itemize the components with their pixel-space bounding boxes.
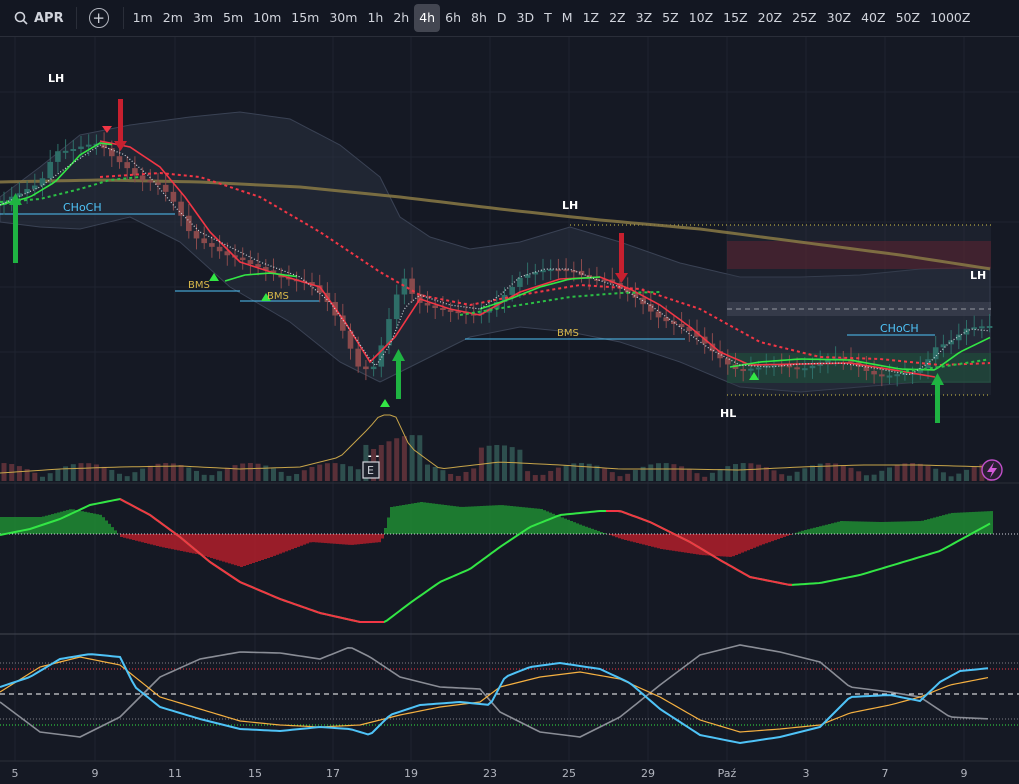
interval-1m[interactable]: 1m — [132, 10, 153, 25]
time-axis-label: 11 — [168, 767, 182, 780]
interval-5m[interactable]: 5m — [223, 10, 244, 25]
interval-6h[interactable]: 6h — [445, 10, 462, 25]
interval-2h[interactable]: 2h — [393, 10, 410, 25]
interval-15Z[interactable]: 15Z — [723, 10, 748, 25]
interval-20Z[interactable]: 20Z — [757, 10, 783, 25]
time-axis-label: 23 — [483, 767, 497, 780]
momentum-histogram — [0, 502, 993, 567]
buy-arrow-icon — [9, 193, 22, 263]
symbol-search[interactable]: APR — [0, 0, 72, 36]
price-chart[interactable]: LH LH LH HL LL CHoCH CHoCH BMS BMS BMS E… — [0, 37, 1019, 784]
time-axis-label: 19 — [404, 767, 418, 780]
lh-label: LH — [48, 72, 64, 85]
time-axis: 5 9 11 15 17 19 23 25 29 Paź 3 7 9 — [12, 767, 968, 780]
time-axis-label: 25 — [562, 767, 576, 780]
interval-30m[interactable]: 30m — [329, 10, 358, 25]
indicator-cyan-line — [0, 653, 989, 745]
lh-label: LH — [562, 199, 578, 212]
signal-arrows — [9, 99, 944, 423]
sell-arrow-icon — [615, 233, 628, 283]
lightning-icon[interactable] — [981, 459, 1003, 481]
range-zone-grey — [727, 302, 991, 316]
buy-arrow-icon — [392, 349, 405, 399]
top-toolbar: APR + 1m 2m 3m 5m 10m 15m 30m 1h 2h 4h 6h 8h D 3D T M 1Z… — [0, 0, 1019, 37]
time-axis-label: 5 — [12, 767, 19, 780]
interval-2m[interactable]: 2m — [162, 10, 183, 25]
green-ma — [0, 142, 991, 371]
lh-label: LH — [970, 269, 986, 282]
interval-1000Z[interactable]: 1000Z — [930, 10, 971, 25]
time-axis-label: 15 — [248, 767, 262, 780]
choch-label: CHoCH — [63, 201, 102, 214]
bms-label: BMS — [267, 291, 289, 302]
buy-triangle-icon — [380, 399, 390, 407]
red-ma — [99, 140, 936, 378]
buy-triangle-icon — [209, 273, 219, 281]
green-dashed-ma — [0, 176, 989, 373]
interval-15m[interactable]: 15m — [291, 10, 320, 25]
symbol-label: APR — [34, 10, 64, 26]
buy-triangle-icon — [261, 293, 271, 301]
indicator-grey-line — [0, 644, 989, 738]
hl-label: HL — [720, 407, 736, 420]
compare-add-icon[interactable]: + — [88, 8, 109, 28]
interval-40Z[interactable]: 40Z — [861, 10, 886, 25]
interval-30Z[interactable]: 30Z — [826, 10, 852, 25]
search-icon — [14, 11, 28, 25]
interval-D[interactable]: D — [496, 10, 507, 25]
time-axis-label: 9 — [92, 767, 99, 780]
bms-label: BMS — [188, 280, 210, 291]
supply-zone — [727, 241, 991, 269]
interval-10Z[interactable]: 10Z — [688, 10, 714, 25]
white-dotted-line — [0, 144, 989, 376]
time-axis-label: Paź — [718, 767, 737, 780]
sell-arrow-icon — [114, 99, 127, 151]
structure-lines — [0, 213, 935, 340]
volume-ma — [0, 414, 991, 474]
event-marker[interactable] — [362, 461, 380, 479]
bms-label: BMS — [557, 328, 579, 339]
time-axis-label: 9 — [961, 767, 968, 780]
interval-3D[interactable]: 3D — [516, 10, 535, 25]
buy-arrow-icon — [931, 373, 944, 423]
interval-3Z[interactable]: 3Z — [635, 10, 653, 25]
interval-10m[interactable]: 10m — [253, 10, 282, 25]
interval-1h[interactable]: 1h — [367, 10, 384, 25]
interval-50Z[interactable]: 50Z — [895, 10, 921, 25]
interval-1Z[interactable]: 1Z — [582, 10, 600, 25]
interval-25Z[interactable]: 25Z — [792, 10, 817, 25]
sell-triangle-icon — [102, 126, 112, 133]
toolbar-divider — [75, 7, 77, 29]
time-axis-label: 3 — [803, 767, 810, 780]
interval-2Z[interactable]: 2Z — [609, 10, 626, 25]
interval-bar: 1m 2m 3m 5m 10m 15m 30m 1h 2h 4h 6h 8h D 3D T M 1Z 2Z 3Z 5Z… — [128, 0, 976, 36]
interval-4h[interactable]: 4h — [414, 4, 441, 32]
red-dashed-ma — [99, 171, 991, 367]
momentum-line-down — [119, 498, 384, 623]
time-axis-label: 29 — [641, 767, 655, 780]
interval-3m[interactable]: 3m — [192, 10, 214, 25]
event-marker-label: E — [367, 464, 374, 477]
choch-label: CHoCH — [880, 322, 919, 335]
time-axis-label: 7 — [882, 767, 889, 780]
toolbar-divider — [122, 7, 124, 29]
moving-average-long — [0, 178, 991, 271]
interval-8h[interactable]: 8h — [471, 10, 487, 25]
interval-T[interactable]: T — [544, 10, 552, 25]
interval-M[interactable]: M — [561, 10, 573, 25]
buy-triangle-icon — [749, 372, 759, 380]
time-axis-label: 17 — [326, 767, 340, 780]
interval-5Z[interactable]: 5Z — [662, 10, 679, 25]
momentum-line-down — [606, 510, 793, 586]
